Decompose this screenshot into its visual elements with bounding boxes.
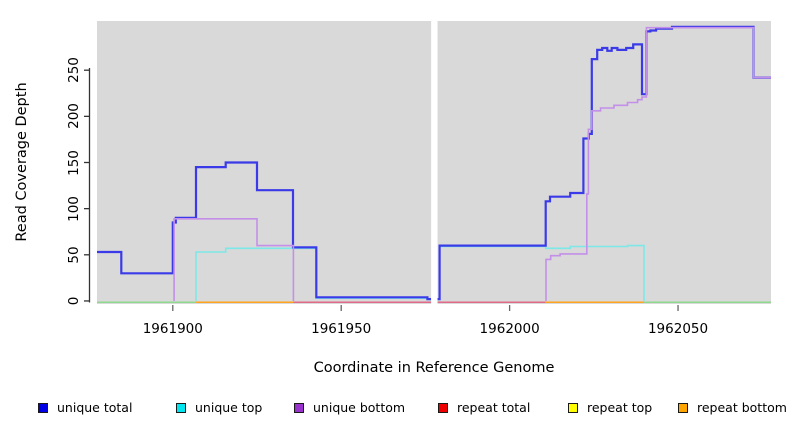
coverage-gap-band [431,21,438,305]
y-tick-label: 150 [66,149,82,176]
y-tick-label: 250 [66,57,82,84]
x-tick-label: 1961900 [142,321,203,337]
x-tick-label: 1962050 [647,321,709,337]
series-unique-total [97,161,432,301]
y-tick-label: 0 [66,296,82,306]
x-tick-label: 1962000 [479,321,540,337]
series-unique-bottom [545,26,771,301]
y-axis-title: Read Coverage Depth [14,82,30,242]
x-axis-title: Coordinate in Reference Genome [313,360,555,376]
y-tick-label: 50 [66,246,82,264]
y-tick-label: 100 [66,195,82,222]
x-tick-label: 1961950 [311,321,372,337]
series-unique-bottom [173,218,295,301]
series-unique-total [437,25,771,301]
y-tick-label: 200 [66,103,82,130]
